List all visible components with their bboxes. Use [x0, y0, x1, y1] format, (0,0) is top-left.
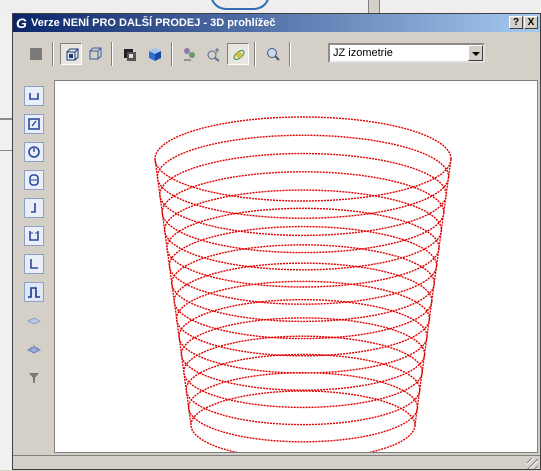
model-ring [156, 134, 450, 219]
chevron-down-icon[interactable] [468, 45, 483, 61]
model-ring [180, 317, 426, 391]
3d-viewport[interactable] [54, 80, 538, 453]
model-ring [187, 372, 419, 443]
model-ring [175, 280, 431, 357]
model-ring [159, 152, 447, 237]
3d-viewer-window: G Verze NENÍ PRO DALŠÍ PRODEJ - 3D prohl… [12, 13, 541, 470]
view-curve-button[interactable] [24, 282, 44, 302]
view-curve-icon [28, 287, 40, 298]
model-ring [154, 116, 452, 202]
toolbar-separator [289, 42, 291, 66]
title-bar[interactable]: G Verze NENÍ PRO DALŠÍ PRODEJ - 3D prohl… [13, 14, 540, 32]
toolbar-separator [111, 42, 113, 66]
model-ring [185, 353, 421, 426]
toolbar-separator [254, 42, 256, 66]
window-title: Verze NENÍ PRO DALŠÍ PRODEJ - 3D prohlíž… [31, 17, 276, 29]
zoom-button[interactable] [262, 43, 284, 65]
mesh-icon [27, 345, 41, 354]
model-ring [171, 244, 435, 323]
view-right-icon [29, 174, 39, 186]
close-button[interactable]: X [524, 16, 538, 29]
filter-button[interactable] [24, 368, 44, 388]
help-button[interactable]: ? [509, 16, 523, 29]
background-window-strip [0, 0, 541, 14]
view-iso-icon [30, 259, 38, 269]
view-left-button[interactable] [24, 142, 44, 162]
grid-plane-button[interactable] [24, 310, 44, 330]
spiral-model [154, 116, 452, 452]
background-splitter [368, 0, 380, 14]
grid-plane-icon [27, 317, 41, 325]
left-toolbar [13, 76, 53, 456]
shade-settings-button[interactable] [119, 43, 141, 65]
mesh-button[interactable] [24, 338, 44, 358]
shaded-box-icon [149, 48, 161, 61]
stop-button[interactable] [25, 43, 47, 65]
view-top-icon [29, 231, 39, 241]
zoom-icon [267, 48, 280, 61]
view-front-icon [28, 118, 40, 130]
view-bottom-button[interactable] [24, 86, 44, 106]
view-front-button[interactable] [24, 114, 44, 134]
parallel-box-icon [89, 47, 102, 60]
model-ring [183, 335, 423, 409]
view-top-button[interactable] [24, 226, 44, 246]
wireframe-button[interactable] [60, 43, 82, 65]
model-ring [161, 171, 445, 254]
model-ring [190, 390, 416, 452]
parallel-projection-button[interactable] [84, 43, 106, 65]
view-right-button[interactable] [24, 170, 44, 190]
visual-styles-button[interactable] [179, 43, 201, 65]
view-iso-button[interactable] [24, 254, 44, 274]
shade-settings-icon [124, 49, 136, 61]
model-edge [414, 158, 452, 426]
view-left-icon [28, 146, 40, 158]
filter-icon [29, 373, 39, 383]
visual-styles-icon [184, 48, 195, 61]
background-divider [0, 118, 12, 120]
shaded-button[interactable] [144, 43, 166, 65]
app-logo-icon: G [16, 15, 27, 31]
model-ring [166, 207, 440, 288]
background-panel [0, 14, 12, 470]
view-back-button[interactable] [24, 198, 44, 218]
wireframe-box-icon [66, 48, 79, 61]
orbit-icon [233, 50, 245, 60]
view-select[interactable]: JZ izometrie [328, 43, 485, 63]
model-ring [173, 262, 433, 340]
status-bar [13, 455, 540, 471]
background-divider [0, 150, 12, 151]
zoom-extents-button[interactable] [203, 43, 225, 65]
stop-icon [30, 48, 42, 60]
view-bottom-icon [29, 93, 39, 100]
model-edge [154, 158, 192, 426]
model-ring [168, 225, 438, 305]
model-ring [163, 189, 443, 271]
view-back-icon [31, 203, 36, 213]
toolbar-separator [171, 42, 173, 66]
zoom-extents-icon [207, 48, 220, 62]
resize-grip-icon[interactable] [527, 458, 538, 469]
view-select-value: JZ izometrie [333, 47, 393, 59]
toolbar-separator [52, 42, 54, 66]
top-toolbar [13, 32, 540, 76]
orbit-button[interactable] [227, 43, 249, 65]
